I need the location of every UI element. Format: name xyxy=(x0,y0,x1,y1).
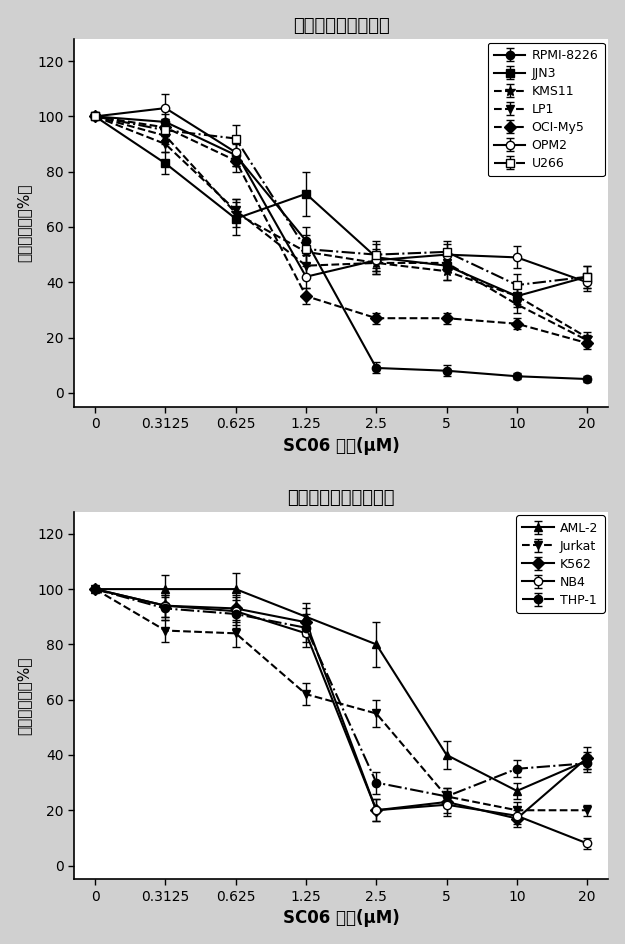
Y-axis label: 细胞存活率（%）: 细胞存活率（%） xyxy=(17,183,32,262)
Legend: RPMI-8226, JJN3, KMS11, LP1, OCI-My5, OPM2, U266: RPMI-8226, JJN3, KMS11, LP1, OCI-My5, OP… xyxy=(488,42,604,177)
X-axis label: SC06 浓度(μM): SC06 浓度(μM) xyxy=(282,909,399,927)
Legend: AML-2, Jurkat, K562, NB4, THP-1: AML-2, Jurkat, K562, NB4, THP-1 xyxy=(516,515,604,613)
Title: 白血病和淋巴瘤细胞株: 白血病和淋巴瘤细胞株 xyxy=(288,489,395,507)
Title: 多发性骨髓瘤细胞株: 多发性骨髓瘤细胞株 xyxy=(292,17,389,35)
Y-axis label: 细胞存活率（%）: 细胞存活率（%） xyxy=(17,656,32,734)
X-axis label: SC06 浓度(μM): SC06 浓度(μM) xyxy=(282,437,399,455)
